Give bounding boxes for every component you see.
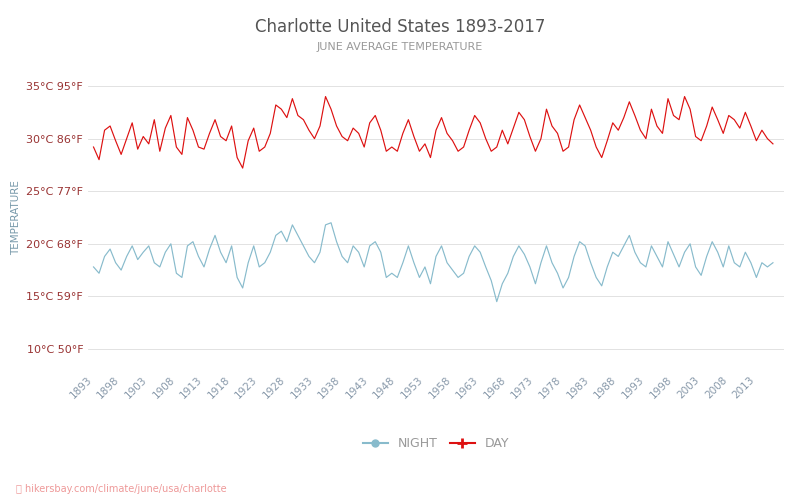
Text: Charlotte United States 1893-2017: Charlotte United States 1893-2017 xyxy=(255,18,545,36)
Legend: NIGHT, DAY: NIGHT, DAY xyxy=(358,432,514,455)
Text: 📍 hikersbay.com/climate/june/usa/charlotte: 📍 hikersbay.com/climate/june/usa/charlot… xyxy=(16,484,226,494)
Y-axis label: TEMPERATURE: TEMPERATURE xyxy=(10,180,21,255)
Text: JUNE AVERAGE TEMPERATURE: JUNE AVERAGE TEMPERATURE xyxy=(317,42,483,52)
